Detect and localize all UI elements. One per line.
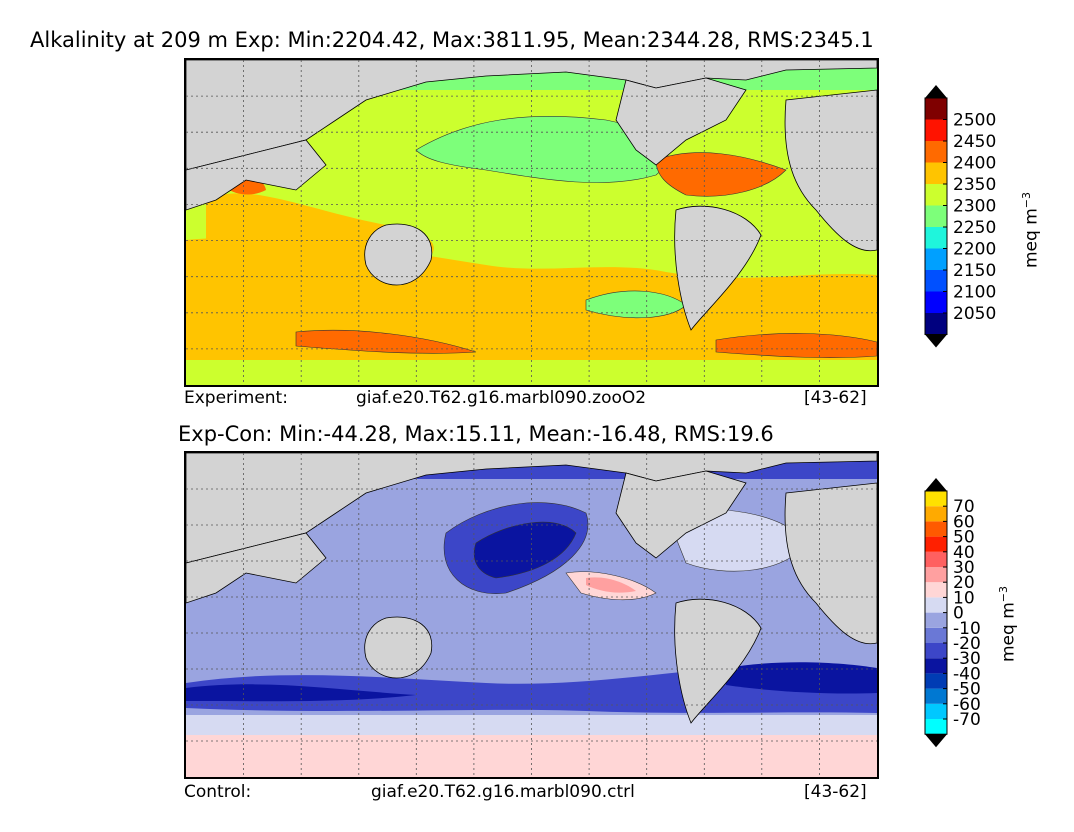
colorbar-tick-label: 30 xyxy=(953,558,975,578)
colorbar-tick-label: 70 xyxy=(953,497,975,517)
colorbar-swatch xyxy=(925,491,947,507)
colorbar-swatch xyxy=(925,270,947,292)
colorbar-swatch xyxy=(925,703,947,719)
bottom-chart-title: Exp-Con: Min:-44.28, Max:15.11, Mean:-16… xyxy=(178,422,774,446)
colorbar-tick-label: 10 xyxy=(953,588,975,608)
colorbar-tick-label: 2450 xyxy=(953,132,996,152)
colorbar-tick-label: 0 xyxy=(953,604,964,624)
colorbar-tick-label: 2050 xyxy=(953,304,996,324)
bottom-colorbar-label-exp: −3 xyxy=(997,586,1010,603)
colorbar-swatch xyxy=(925,184,947,206)
bottom-caption-right: [43-62] xyxy=(804,782,867,802)
colorbar-swatch xyxy=(925,597,947,613)
colorbar-swatch xyxy=(925,612,947,628)
colorbar-frame xyxy=(924,97,948,335)
colorbar-tick-label: 2500 xyxy=(953,111,996,131)
colorbar-tick-label: 40 xyxy=(953,543,975,563)
colorbar-tick-label: 50 xyxy=(953,528,975,548)
bottom-colorbar-swatches xyxy=(924,478,948,748)
top-chart-title: Alkalinity at 209 m Exp: Min:2204.42, Ma… xyxy=(30,28,874,52)
top-colorbar-label-exp: −3 xyxy=(1020,192,1033,209)
colorbar-swatch xyxy=(925,248,947,270)
colorbar-swatch xyxy=(925,582,947,598)
colorbar-tick-label: 20 xyxy=(953,573,975,593)
colorbar-swatch xyxy=(925,658,947,674)
colorbar-tick-label: 2200 xyxy=(953,240,996,260)
bottom-caption-left: Control: xyxy=(184,782,252,802)
colorbar-tick-label: -20 xyxy=(953,634,981,654)
colorbar-tick-label: 2350 xyxy=(953,175,996,195)
bottom-caption-center: giaf.e20.T62.g16.marbl090.ctrl xyxy=(371,782,635,802)
top-colorbar-label: meq m−3 xyxy=(1020,192,1042,268)
colorbar-swatch xyxy=(925,141,947,163)
colorbar-extend-min xyxy=(925,334,947,348)
colorbar-tick-label: 2150 xyxy=(953,261,996,281)
bottom-map xyxy=(184,451,879,779)
colorbar-swatch xyxy=(925,719,947,735)
colorbar-tick-label: 60 xyxy=(953,512,975,532)
colorbar-swatch xyxy=(925,521,947,537)
colorbar-extend-min xyxy=(925,734,947,748)
colorbar-swatch xyxy=(925,536,947,552)
top-caption-right: [43-62] xyxy=(804,388,867,408)
top-colorbar-swatches xyxy=(924,85,948,348)
colorbar-swatch xyxy=(925,551,947,567)
colorbar-tick-label: -70 xyxy=(953,710,981,730)
colorbar-swatch xyxy=(925,227,947,249)
colorbar-tick-label: -60 xyxy=(953,695,981,715)
top-colorbar-label-text: meq m xyxy=(1021,208,1042,268)
colorbar-tick-label: -30 xyxy=(953,649,981,669)
colorbar-extend-max xyxy=(925,478,947,491)
bottom-colorbar-label-text: meq m xyxy=(998,602,1019,662)
colorbar-tick-label: 2400 xyxy=(953,154,996,174)
colorbar-swatch xyxy=(925,643,947,659)
top-caption-center: giaf.e20.T62.g16.marbl090.zooO2 xyxy=(356,388,647,408)
colorbar-tick-label: -40 xyxy=(953,664,981,684)
colorbar-swatch xyxy=(925,627,947,643)
colorbar-tick-label: 2250 xyxy=(953,218,996,238)
colorbar-tick-label: -10 xyxy=(953,619,981,639)
colorbar-swatch xyxy=(925,313,947,335)
colorbar-swatch xyxy=(925,205,947,227)
top-map xyxy=(184,58,879,387)
colorbar-swatch xyxy=(925,98,947,120)
bottom-map-field xyxy=(186,453,877,777)
colorbar-tick-label: 2300 xyxy=(953,197,996,217)
colorbar-extend-max xyxy=(925,85,947,98)
colorbar-swatch xyxy=(925,506,947,522)
bottom-colorbar-label: meq m−3 xyxy=(997,586,1019,662)
top-map-field xyxy=(186,60,877,385)
colorbar-tick-label: 2100 xyxy=(953,283,996,303)
top-caption-left: Experiment: xyxy=(184,388,288,408)
colorbar-swatch xyxy=(925,291,947,313)
colorbar-swatch xyxy=(925,567,947,583)
colorbar-swatch xyxy=(925,162,947,184)
colorbar-swatch xyxy=(925,688,947,704)
colorbar-swatch xyxy=(925,119,947,141)
colorbar-tick-label: -50 xyxy=(953,680,981,700)
colorbar-swatch xyxy=(925,673,947,689)
